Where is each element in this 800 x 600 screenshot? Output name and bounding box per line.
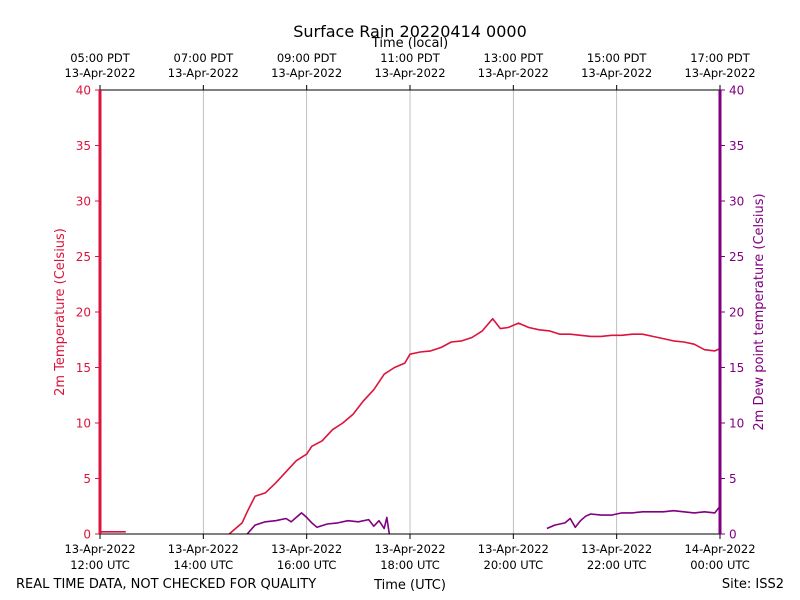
- local-tick-date: 13-Apr-2022: [374, 66, 445, 80]
- x-axis-label: Time (UTC): [373, 578, 446, 593]
- site-label: Site: ISS2: [722, 577, 784, 592]
- utc-tick-time: 00:00 UTC: [690, 558, 750, 572]
- left-tick-label: 35: [76, 139, 91, 153]
- utc-tick-time: 16:00 UTC: [277, 558, 337, 572]
- local-tick-date: 13-Apr-2022: [271, 66, 342, 80]
- utc-tick-time: 14:00 UTC: [174, 558, 234, 572]
- left-tick-label: 30: [76, 195, 91, 209]
- local-tick-time: 17:00 PDT: [690, 51, 751, 65]
- left-tick-label: 20: [76, 306, 91, 320]
- dewpoint-line-1: [546, 505, 721, 530]
- right-tick-label: 35: [729, 139, 744, 153]
- utc-tick-time: 22:00 UTC: [587, 558, 647, 572]
- utc-tick-date: 14-Apr-2022: [684, 542, 755, 556]
- utc-tick-time: 12:00 UTC: [70, 558, 130, 572]
- utc-tick-date: 13-Apr-2022: [271, 542, 342, 556]
- chart-title: Surface Rain 20220414 0000: [293, 22, 527, 41]
- series-lines: [100, 317, 721, 535]
- local-tick-time: 13:00 PDT: [484, 51, 545, 65]
- right-tick-label: 30: [729, 195, 744, 209]
- right-tick-label: 10: [729, 417, 744, 431]
- right-tick-label: 0: [729, 528, 737, 542]
- local-tick-date: 13-Apr-2022: [581, 66, 652, 80]
- utc-tick-date: 13-Apr-2022: [168, 542, 239, 556]
- left-tick-label: 40: [76, 84, 91, 98]
- local-tick-time: 15:00 PDT: [587, 51, 648, 65]
- left-tick-label: 5: [83, 472, 91, 486]
- top-axis-label: Time (local): [371, 36, 448, 51]
- local-tick-time: 05:00 PDT: [70, 51, 131, 65]
- utc-tick-time: 20:00 UTC: [484, 558, 544, 572]
- right-tick-label: 15: [729, 361, 744, 375]
- utc-tick-date: 13-Apr-2022: [581, 542, 652, 556]
- left-tick-label: 0: [83, 528, 91, 542]
- dewpoint-line-0: [246, 512, 391, 535]
- left-tick-label: 25: [76, 250, 91, 264]
- local-tick-time: 11:00 PDT: [380, 51, 441, 65]
- right-tick-label: 5: [729, 472, 737, 486]
- local-tick-time: 09:00 PDT: [277, 51, 338, 65]
- grid-lines: [202, 90, 618, 534]
- local-tick-date: 13-Apr-2022: [64, 66, 135, 80]
- right-tick-label: 20: [729, 306, 744, 320]
- local-tick-date: 13-Apr-2022: [684, 66, 755, 80]
- quality-note: REAL TIME DATA, NOT CHECKED FOR QUALITY: [16, 577, 316, 592]
- temperature-line-1: [228, 317, 721, 535]
- utc-tick-date: 13-Apr-2022: [478, 542, 549, 556]
- right-axis-label: 2m Dew point temperature (Celsius): [752, 193, 767, 430]
- utc-tick-date: 13-Apr-2022: [64, 542, 135, 556]
- tick-marks: 0 0 5 5 10 10 15 15 20 20 25 25 30 30 35 35 40 40 13-Apr-2…: [64, 51, 755, 572]
- left-axis-label: 2m Temperature (Celsius): [53, 228, 68, 396]
- right-tick-label: 25: [729, 250, 744, 264]
- local-tick-date: 13-Apr-2022: [478, 66, 549, 80]
- left-tick-label: 15: [76, 361, 91, 375]
- utc-tick-date: 13-Apr-2022: [374, 542, 445, 556]
- local-tick-date: 13-Apr-2022: [168, 66, 239, 80]
- right-tick-label: 40: [729, 84, 744, 98]
- utc-tick-time: 18:00 UTC: [380, 558, 440, 572]
- local-tick-time: 07:00 PDT: [174, 51, 235, 65]
- left-tick-label: 10: [76, 417, 91, 431]
